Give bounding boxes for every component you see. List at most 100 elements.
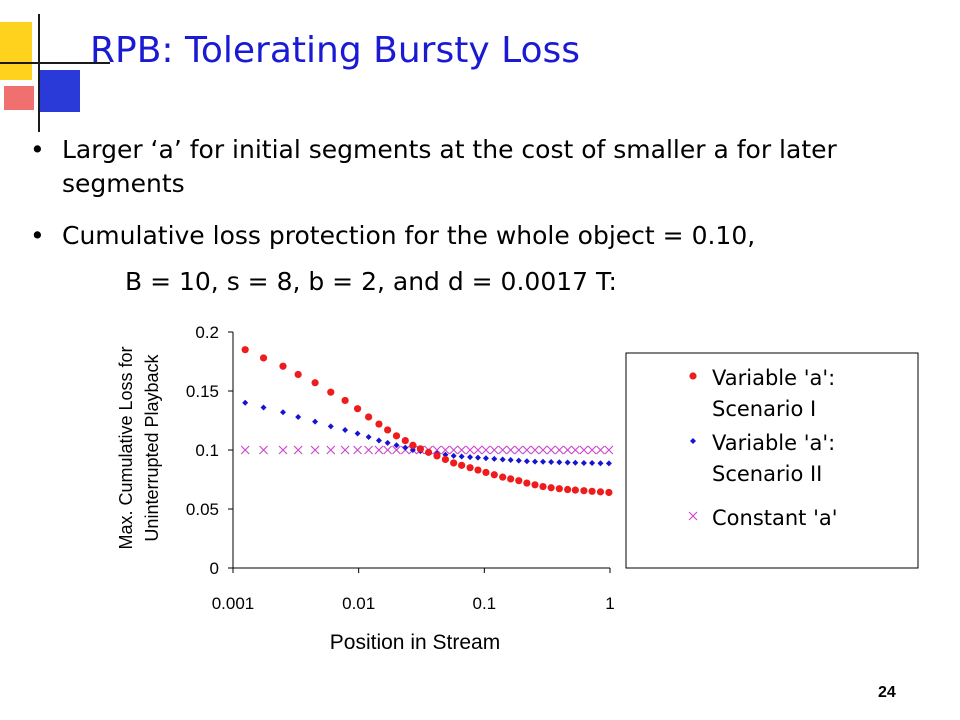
series-2-point xyxy=(280,409,287,416)
series-3-point xyxy=(596,445,605,455)
series-3-point xyxy=(538,445,548,455)
chart-axes xyxy=(228,331,611,573)
legend-marker xyxy=(689,372,697,380)
series-3-point xyxy=(374,445,384,455)
series-3-point xyxy=(489,445,499,455)
legend-marker xyxy=(688,511,698,521)
decor-vertical-line xyxy=(38,14,40,132)
series-3-point xyxy=(310,445,320,455)
y-tick-label: 0 xyxy=(210,559,219,578)
series-2-point xyxy=(450,452,457,459)
series-1-point xyxy=(433,452,441,460)
series-2-point xyxy=(393,442,400,449)
series-3-point xyxy=(604,445,614,455)
series-1-point xyxy=(605,488,613,497)
series-1-point xyxy=(416,445,425,453)
series-2-point xyxy=(589,459,596,466)
series-1-point xyxy=(327,388,335,396)
x-axis-label: Position in Stream xyxy=(330,631,500,654)
series-2 xyxy=(242,399,612,467)
y-tick-label: 0.1 xyxy=(195,441,219,460)
series-2-point xyxy=(295,413,302,420)
y-axis-label: Max. Cumulative Loss for Uninterrupted Pl… xyxy=(116,346,162,549)
chart-marks xyxy=(240,346,614,497)
series-3-point xyxy=(392,445,401,455)
y-axis-label-line: Max. Cumulative Loss for xyxy=(116,346,136,549)
series-2-point xyxy=(474,454,481,461)
series-3-point xyxy=(473,445,483,455)
y-axis-label-line: Uninterrupted Playback xyxy=(142,353,162,541)
series-2-point xyxy=(491,455,498,462)
series-2-point xyxy=(458,453,465,460)
slide-title: RPB: Tolerating Bursty Loss xyxy=(90,30,581,71)
series-2-point xyxy=(515,457,522,464)
series-1-point xyxy=(241,346,249,354)
legend-label: Scenario I xyxy=(712,397,816,421)
series-1-point xyxy=(441,455,450,464)
series-2-point xyxy=(507,457,514,464)
series-2-point xyxy=(260,404,267,411)
series-3-point xyxy=(364,445,374,455)
series-3-point xyxy=(546,445,556,455)
legend-label: Scenario II xyxy=(712,462,822,486)
series-1-point xyxy=(375,420,383,428)
series-3-point xyxy=(498,445,508,455)
series-2-point xyxy=(327,423,334,430)
series-3-point xyxy=(278,445,288,455)
series-3-point xyxy=(481,445,491,455)
legend-item-1: Variable 'a': Scenario I xyxy=(689,366,835,421)
legend-marker xyxy=(690,438,696,444)
bullet-2-text: Cumulative loss protection for the whole… xyxy=(62,221,756,250)
series-2-point xyxy=(384,439,391,446)
bullet-dot: • xyxy=(30,135,45,164)
legend-label: Constant 'a' xyxy=(712,506,838,530)
legend-item-2: Variable 'a': Scenario II xyxy=(690,431,835,486)
series-1-point xyxy=(474,466,482,474)
series-1-point xyxy=(596,488,605,496)
series-2-point xyxy=(342,426,349,433)
y-tick-label: 0.2 xyxy=(195,323,219,342)
series-1-point xyxy=(466,464,474,472)
series-1-point xyxy=(341,396,349,405)
series-2-point xyxy=(580,459,587,466)
x-tick-label: 0.001 xyxy=(212,594,255,613)
series-2-point xyxy=(467,454,474,461)
series-3-point xyxy=(449,445,459,455)
series-1-point xyxy=(547,484,555,492)
series-1-point xyxy=(499,473,507,481)
series-3-point xyxy=(457,445,467,455)
legend-item-3: Constant 'a' xyxy=(688,506,838,530)
series-2-point xyxy=(312,418,319,425)
series-1-point xyxy=(515,477,523,485)
series-2-point xyxy=(540,458,547,465)
series-2-point xyxy=(375,437,382,444)
series-1-point xyxy=(523,479,531,487)
series-1-point xyxy=(539,482,547,491)
series-1-point xyxy=(482,468,490,477)
decor-blue-square xyxy=(40,70,80,112)
series-2-point xyxy=(482,455,489,462)
series-3-point xyxy=(326,445,336,455)
x-tick-labels: 0.001 0.01 0.1 1 xyxy=(212,594,615,613)
bullet-1-text: Larger ‘a’ for initial segments at the c… xyxy=(62,135,837,198)
series-1-point xyxy=(458,461,466,469)
series-1-point xyxy=(564,485,572,494)
series-1-point xyxy=(279,362,287,370)
series-3-point xyxy=(293,445,303,455)
series-1-point xyxy=(365,413,373,421)
series-3-point xyxy=(579,445,589,455)
series-3-point xyxy=(383,445,393,455)
series-1-point xyxy=(353,405,362,413)
series-3-point xyxy=(506,445,516,455)
series-1-point xyxy=(450,459,458,467)
series-1-point xyxy=(490,471,498,479)
series-3-point xyxy=(530,445,540,455)
series-2-point xyxy=(365,434,372,441)
series-1-point xyxy=(409,441,417,449)
series-1 xyxy=(241,346,613,497)
series-1-point xyxy=(571,486,579,494)
series-1-point xyxy=(259,354,268,362)
decor-pink-square xyxy=(4,86,34,110)
series-3-point xyxy=(441,445,450,455)
